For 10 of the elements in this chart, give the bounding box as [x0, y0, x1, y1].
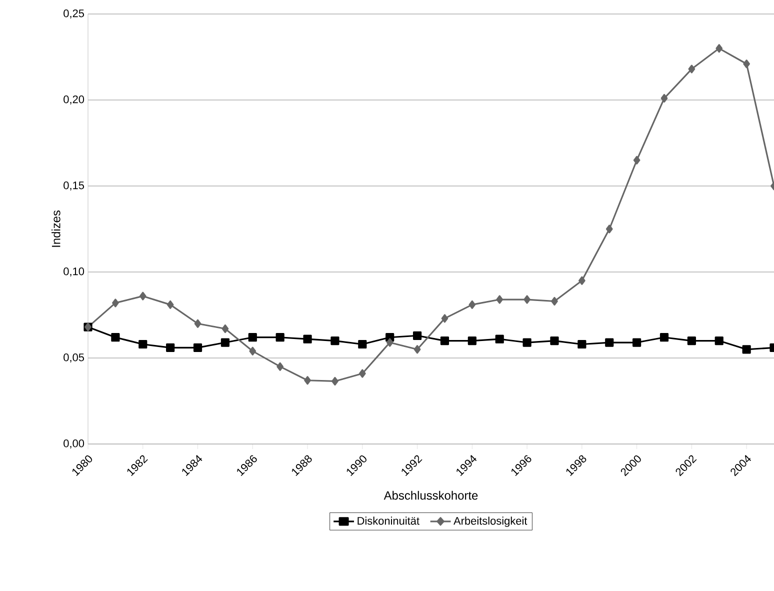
y-tick-label: 0,10	[64, 267, 84, 277]
y-axis-title: Indizes	[52, 210, 60, 247]
x-axis-title: Abschlusskohorte	[384, 490, 478, 500]
y-tick-label: 0,00	[64, 439, 84, 449]
y-tick-label: 0,15	[64, 181, 84, 191]
y-tick-label: 0,20	[64, 95, 84, 105]
legend-label: Diskoninuität	[358, 516, 420, 525]
legend-label: Arbeitslosigkeit	[454, 516, 528, 527]
y-tick-label: 0,05	[64, 353, 84, 363]
y-tick-label: 0,25	[64, 9, 84, 19]
